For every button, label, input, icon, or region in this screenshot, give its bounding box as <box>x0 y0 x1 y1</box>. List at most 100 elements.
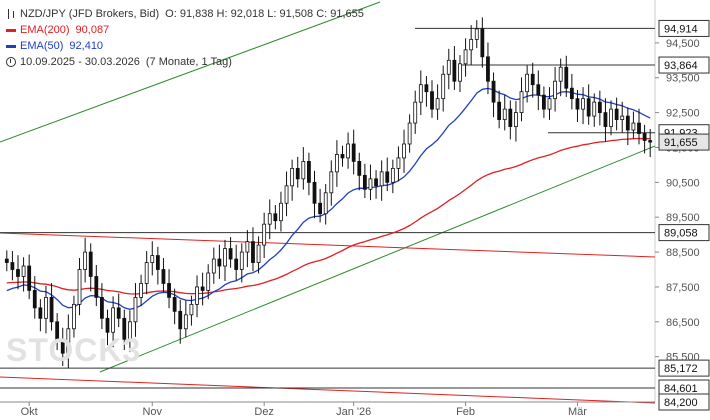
ema200-swatch <box>6 28 16 32</box>
candle-body <box>329 171 334 194</box>
candle-body <box>206 272 211 291</box>
ema50-line <box>6 87 651 310</box>
candle-body <box>519 91 524 114</box>
candle-body <box>172 296 177 312</box>
candle-body <box>189 303 194 316</box>
candle-body <box>262 223 267 246</box>
candle-body <box>385 171 390 183</box>
candle-body <box>575 98 580 110</box>
candle-body <box>111 307 115 333</box>
candle-body <box>508 108 513 127</box>
candle-body <box>200 286 205 291</box>
clock-icon <box>6 57 16 67</box>
y-tick-label: 88,500 <box>666 247 700 259</box>
chart-legend: NZD/JPY (JFD Brokers, Bid) O: 91,838 H: … <box>6 6 364 70</box>
candle-body <box>217 258 222 267</box>
candle-body <box>368 178 373 190</box>
candle-body <box>307 161 311 183</box>
candle-body <box>267 213 272 225</box>
candle-body <box>614 108 619 120</box>
candle-body <box>211 258 216 274</box>
candle-body <box>301 161 306 180</box>
candle-body <box>94 276 99 298</box>
candle-body <box>21 265 26 277</box>
price-level-box <box>658 393 710 411</box>
candle-body <box>486 56 490 82</box>
candle-body <box>66 328 71 354</box>
price-level-box <box>658 224 710 242</box>
x-tick-label: Jan '26 <box>336 406 371 418</box>
candle-body <box>463 49 468 65</box>
price-level-box <box>658 359 710 377</box>
candle-body <box>402 143 406 159</box>
upper-green-trendline <box>0 1 381 143</box>
candle-body <box>284 185 289 204</box>
candle-body <box>60 338 65 354</box>
candle-body <box>122 317 127 340</box>
candle-body <box>10 262 15 270</box>
candle-body <box>620 115 625 120</box>
candle-body <box>155 255 160 270</box>
candle-body <box>49 296 54 323</box>
price-level-box <box>658 56 710 74</box>
legend-period: (7 Monate, 1 Tag) <box>145 56 232 68</box>
candle-body <box>234 258 239 270</box>
candle-body <box>4 258 9 263</box>
candle-body <box>290 167 295 187</box>
candle-body <box>603 112 608 127</box>
candle-body <box>491 80 496 103</box>
legend-ema200-row: EMA(200) 90,087 <box>6 22 364 38</box>
candle-body <box>474 28 479 40</box>
y-tick-label: 94,500 <box>666 38 700 50</box>
price-level-label: 84,200 <box>664 397 698 409</box>
legend-symbol: NZD/JPY (JFD Brokers, Bid) <box>20 8 160 20</box>
candle-body <box>295 167 300 180</box>
legend-ema50-row: EMA(50) 92,410 <box>6 38 364 54</box>
candle-body <box>100 296 104 319</box>
ohlc-bars-icon <box>6 9 16 19</box>
candle-body <box>441 73 446 100</box>
candle-body <box>530 73 535 86</box>
candle-body <box>44 296 48 319</box>
candle-body <box>133 296 138 323</box>
candle-body <box>357 161 362 176</box>
candle-body <box>150 255 155 263</box>
candle-body <box>144 262 149 284</box>
candle-body <box>597 101 602 114</box>
candle-body <box>396 157 401 169</box>
candle-body <box>458 63 462 82</box>
candle-body <box>362 174 367 190</box>
candle-body <box>16 269 20 277</box>
candle-body <box>32 290 37 309</box>
candle-body <box>542 94 546 110</box>
candle-body <box>245 241 250 253</box>
candle-body <box>88 251 93 277</box>
y-tick-label: 92,500 <box>666 108 700 120</box>
candle-body <box>631 122 636 131</box>
candle-body <box>435 98 440 110</box>
candle-body <box>72 303 76 330</box>
candle-body <box>346 143 350 159</box>
x-tick-label: Nov <box>142 406 162 418</box>
legend-ema200-label: EMA(200) <box>20 24 70 36</box>
y-tick-label: 89,500 <box>666 212 700 224</box>
watermark: STOCK3 <box>6 332 142 368</box>
candle-body <box>407 122 412 145</box>
candle-body <box>569 87 574 100</box>
y-tick-label: 90,500 <box>666 177 700 189</box>
price-level-label: 89,058 <box>664 228 698 240</box>
candle-body <box>558 66 563 82</box>
ema200-line <box>6 137 651 295</box>
candle-body <box>564 66 569 89</box>
candle-body <box>167 283 171 298</box>
candle-body <box>223 248 227 267</box>
candle-body <box>609 108 613 127</box>
price-level-label: 84,601 <box>664 383 698 395</box>
candle-body <box>105 317 110 333</box>
legend-symbol-row: NZD/JPY (JFD Brokers, Bid) O: 91,838 H: … <box>6 6 364 22</box>
candle-body <box>116 307 121 319</box>
candle-body <box>38 307 43 319</box>
candle-body <box>334 154 339 173</box>
y-tick-label: 87,500 <box>666 282 700 294</box>
